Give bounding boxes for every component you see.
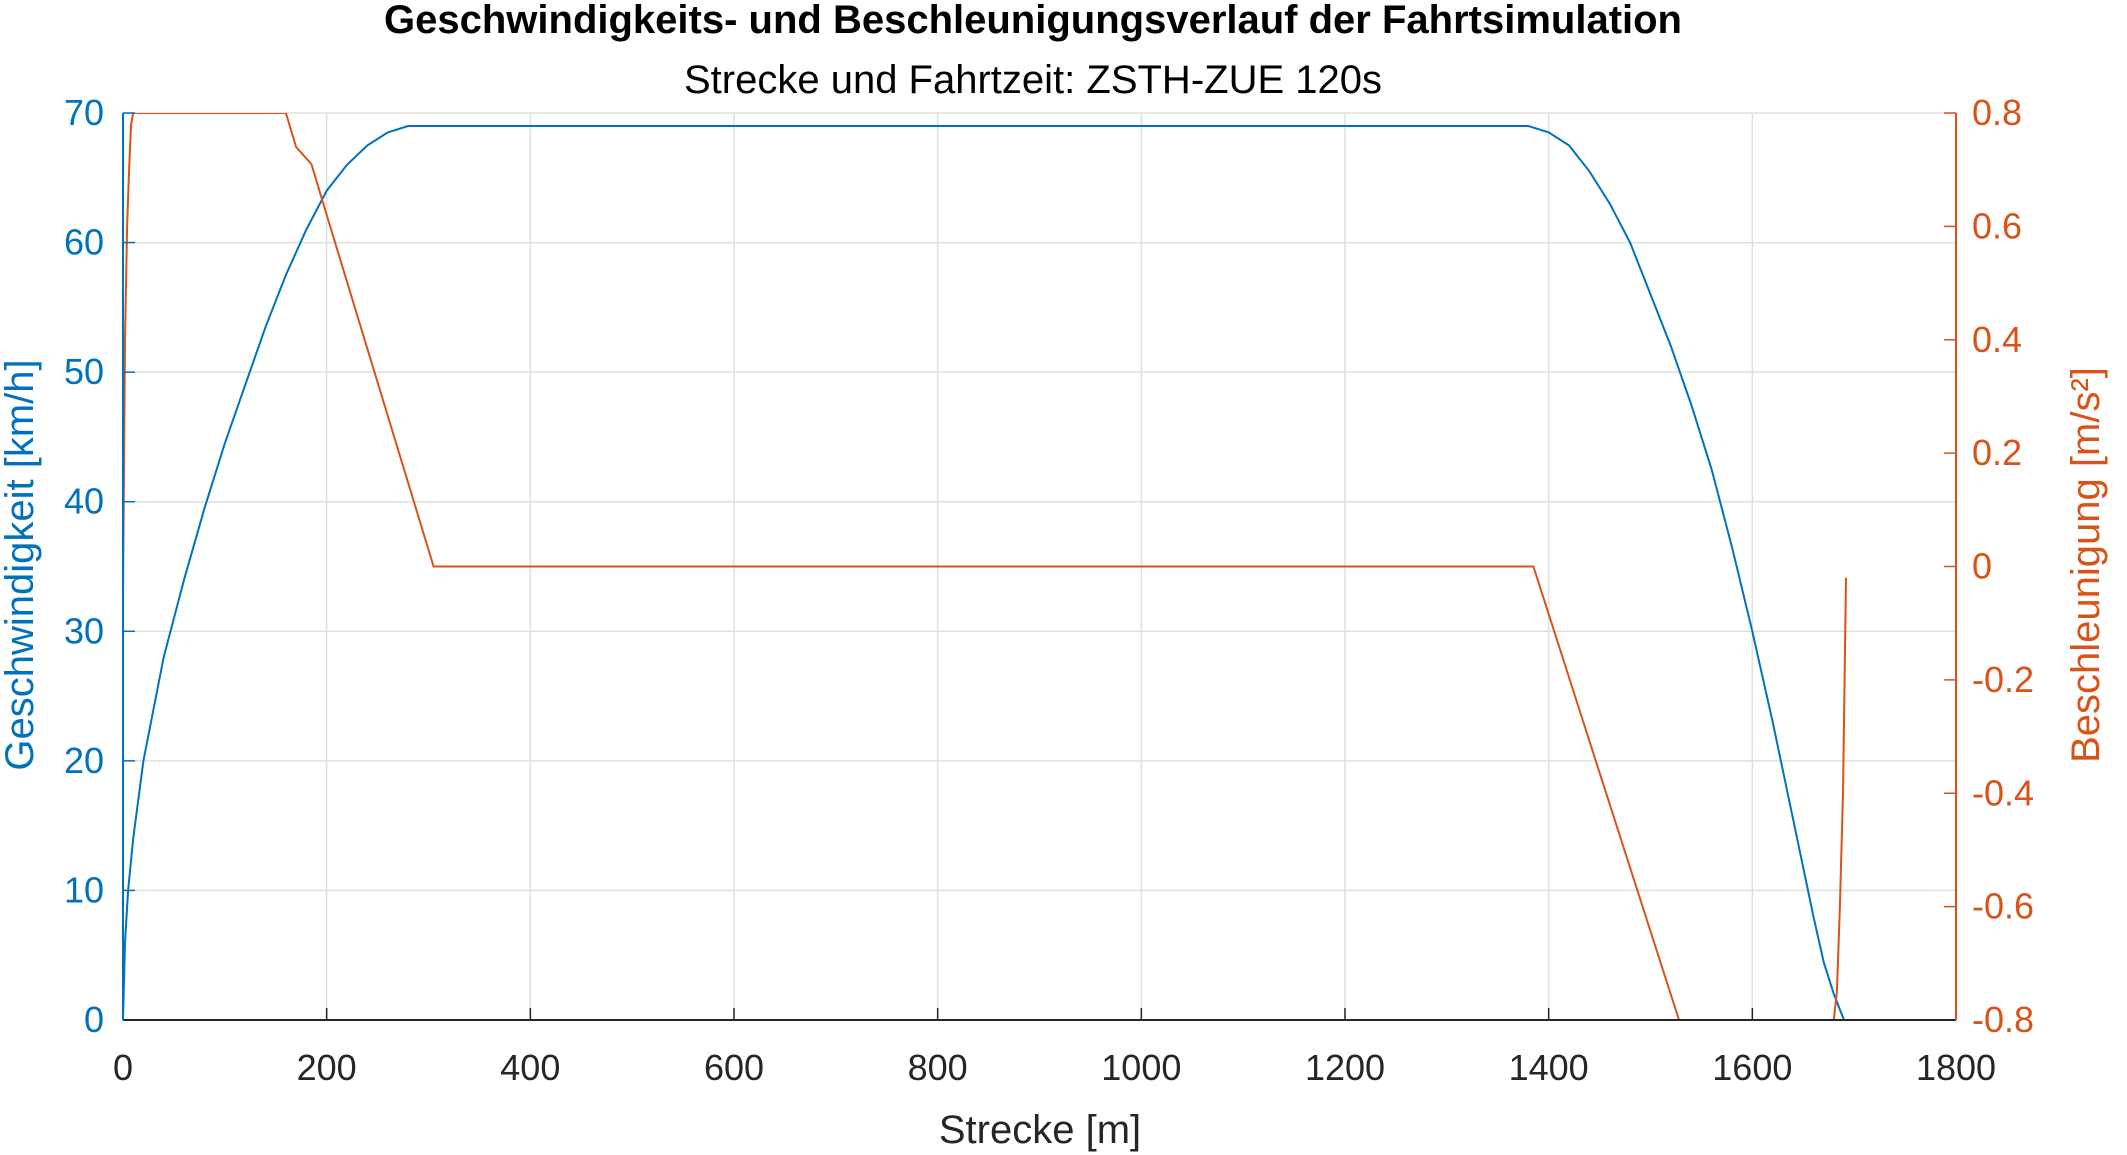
y-right-tick-label: 0 <box>1972 546 1992 587</box>
x-tick-label: 1000 <box>1101 1047 1181 1088</box>
y-left-tick-label: 20 <box>64 740 104 781</box>
y-axis-left-label: Geschwindigkeit [km/h] <box>0 359 42 770</box>
chart-title: Geschwindigkeits- und Beschleunigungsver… <box>384 0 1682 42</box>
x-tick-label: 800 <box>908 1047 968 1088</box>
series-group <box>123 113 1847 1020</box>
y-right-tick-label: 0.8 <box>1972 92 2022 133</box>
y-left-tick-label: 10 <box>64 869 104 910</box>
y-right-tick-label: 0.2 <box>1972 432 2022 473</box>
x-tick-label: 1200 <box>1305 1047 1385 1088</box>
y-right-tick-label: -0.6 <box>1972 886 2034 927</box>
x-tick-label: 1400 <box>1509 1047 1589 1088</box>
y-right-tick-label: -0.4 <box>1972 772 2034 813</box>
x-tick-label: 600 <box>704 1047 764 1088</box>
x-tick-label: 400 <box>500 1047 560 1088</box>
y-left-tick-label: 30 <box>64 610 104 651</box>
y-right-tick-label: 0.6 <box>1972 205 2022 246</box>
y-right-tick-label: -0.2 <box>1972 659 2034 700</box>
y-left-tick-label: 40 <box>64 481 104 522</box>
y-left-tick-label: 0 <box>84 999 104 1040</box>
x-tick-label: 0 <box>113 1047 133 1088</box>
speed-series-line <box>123 125 1846 1020</box>
y-right-tick-label: 0.4 <box>1972 319 2022 360</box>
y-left-tick-label: 60 <box>64 222 104 263</box>
y-axis-right-label: Beschleunigung [m/s²] <box>2064 367 2108 763</box>
acceleration-series-line <box>123 113 1847 1020</box>
y-left-tick-label: 50 <box>64 351 104 392</box>
tick-labels: 0 200 400 600 800 1000 1200 1400 1600 18000102030… <box>64 92 2034 1088</box>
y-right-tick-label: -0.8 <box>1972 999 2034 1040</box>
y-left-tick-label: 70 <box>64 92 104 133</box>
chart-subtitle: Strecke und Fahrtzeit: ZSTH-ZUE 120s <box>684 58 1382 102</box>
x-tick-label: 1600 <box>1712 1047 1792 1088</box>
x-axis-label: Strecke [m] <box>939 1108 1141 1152</box>
x-tick-label: 200 <box>297 1047 357 1088</box>
axes <box>122 112 1957 1021</box>
x-tick-label: 1800 <box>1916 1047 1996 1088</box>
